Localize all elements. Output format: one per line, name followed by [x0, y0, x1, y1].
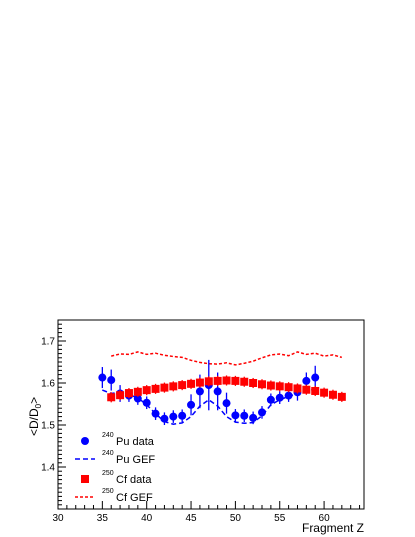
- y-tick-label: 1.4: [41, 463, 55, 474]
- cf_data-point: [240, 377, 249, 386]
- y-axis-title-subscript: 0: [34, 403, 43, 408]
- cf_data-point: [195, 378, 204, 387]
- pu_data-point: [98, 373, 107, 382]
- legend-superscript-cf_gef: 250: [102, 488, 114, 495]
- y-tick-label: 1.7: [41, 337, 55, 348]
- x-tick-label: 55: [274, 513, 286, 524]
- pu_data-point: [231, 411, 240, 420]
- legend-label-pu_gef: Pu GEF: [116, 454, 155, 466]
- legend-superscript-pu_gef: 240: [102, 450, 114, 457]
- cf_data-point: [116, 391, 125, 400]
- x-tick-label: 30: [52, 513, 64, 524]
- cf_data-point: [178, 381, 187, 390]
- axis-ticks: 30 35 40 45 50 55 60 1.4 1.5 1.6 1.7: [41, 319, 361, 524]
- cf_data-point: [320, 388, 329, 397]
- x-tick-label: 45: [185, 513, 197, 524]
- legend-superscript-cf_data: 250: [102, 470, 114, 477]
- pu_data-point: [142, 398, 151, 407]
- x-tick-label: 60: [319, 513, 331, 524]
- pu_data-point: [249, 413, 258, 422]
- x-tick-label: 40: [141, 513, 153, 524]
- x-tick-label: 35: [97, 513, 109, 524]
- pu_data-point: [240, 411, 249, 420]
- legend-label-cf_data: Cf data: [116, 474, 152, 486]
- cf_data-point: [293, 384, 302, 393]
- pu_data-point: [258, 408, 266, 417]
- legend-label-cf_gef: Cf GEF: [116, 492, 153, 504]
- cf_data-point: [311, 386, 320, 395]
- pu_data-point: [187, 400, 196, 409]
- cf_data-point: [249, 379, 258, 387]
- pu_data-point: [284, 391, 293, 400]
- cf_data-point: [275, 382, 284, 391]
- cf_data-point: [258, 380, 266, 389]
- pu_data-point: [133, 394, 142, 403]
- chart-marks: [98, 351, 346, 425]
- pu_data-point: [311, 373, 320, 382]
- x-axis-title: Fragment Z: [302, 521, 364, 535]
- cf_data-point: [107, 393, 116, 402]
- cf_data-point: [302, 385, 311, 394]
- cf_data-point: [213, 376, 222, 385]
- cf_data-point: [160, 383, 169, 392]
- cf_data-point: [284, 383, 293, 392]
- legend-marker-pu_data: [81, 437, 89, 445]
- pu_data-point: [195, 387, 204, 396]
- y-tick-label: 1.6: [41, 379, 55, 390]
- cf_data-point: [124, 389, 133, 398]
- cf_gef-line: [111, 351, 343, 366]
- cf_data-point: [231, 376, 240, 385]
- legend-label-pu_data: Pu data: [116, 436, 155, 448]
- pu_data-point: [275, 393, 284, 402]
- cf_data-point: [204, 377, 213, 386]
- cf_data-point: [151, 384, 160, 393]
- pu_data-point: [213, 387, 222, 396]
- cf_data-point: [337, 392, 346, 401]
- cf_data-point: [169, 382, 178, 391]
- pu_data-point: [266, 395, 275, 404]
- pu_data-point: [178, 411, 187, 420]
- cf_data-point: [187, 379, 196, 388]
- y-axis-title-end: >: [27, 397, 41, 404]
- pu_data-point: [160, 414, 169, 423]
- y-axis-title-main: <D/D: [27, 408, 41, 436]
- cf_data-point: [266, 381, 275, 390]
- pu_data-point: [107, 376, 116, 385]
- y-axis-title: <D/D0>: [27, 397, 43, 436]
- pu_data-point: [222, 399, 231, 408]
- cf_data-point: [328, 390, 337, 399]
- cf_data-point: [222, 376, 231, 385]
- legend-marker-cf_data: [81, 475, 89, 483]
- plot-frame: [57, 319, 365, 510]
- pu_data-point: [302, 376, 311, 385]
- pu_data-point: [151, 409, 160, 418]
- pu_data-point: [169, 412, 178, 421]
- x-tick-label: 50: [230, 513, 242, 524]
- cf_data-point: [133, 387, 142, 396]
- cf_data-point: [142, 386, 151, 395]
- legend-superscript-pu_data: 240: [102, 432, 114, 439]
- y-tick-label: 1.5: [41, 421, 55, 432]
